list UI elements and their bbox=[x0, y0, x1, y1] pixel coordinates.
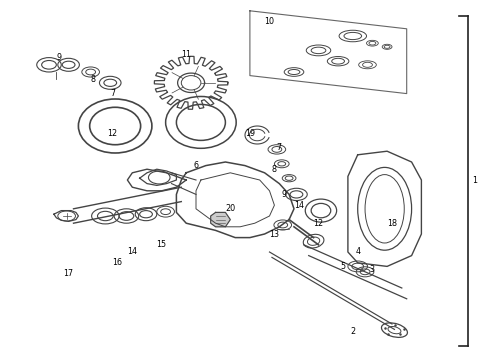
Text: 11: 11 bbox=[181, 50, 191, 59]
Text: 16: 16 bbox=[113, 258, 122, 267]
Text: 9: 9 bbox=[282, 190, 287, 199]
Text: 10: 10 bbox=[265, 17, 274, 26]
Text: 18: 18 bbox=[387, 219, 397, 228]
Text: 7: 7 bbox=[277, 143, 282, 152]
Text: 17: 17 bbox=[64, 269, 74, 278]
Text: 19: 19 bbox=[245, 129, 255, 138]
Text: 5: 5 bbox=[341, 262, 345, 271]
Text: 20: 20 bbox=[225, 204, 235, 213]
Text: 9: 9 bbox=[56, 53, 61, 62]
Text: 12: 12 bbox=[108, 129, 118, 138]
Text: 14: 14 bbox=[127, 248, 137, 256]
Text: 8: 8 bbox=[272, 165, 277, 174]
Text: 14: 14 bbox=[294, 201, 304, 210]
Text: 4: 4 bbox=[355, 248, 360, 256]
Text: 7: 7 bbox=[110, 89, 115, 98]
Text: 8: 8 bbox=[91, 75, 96, 84]
Polygon shape bbox=[211, 212, 230, 227]
Text: 1: 1 bbox=[472, 176, 477, 185]
Text: 12: 12 bbox=[314, 219, 323, 228]
Text: 6: 6 bbox=[194, 161, 198, 170]
Text: 2: 2 bbox=[350, 327, 355, 336]
Text: 3: 3 bbox=[370, 266, 375, 275]
Text: 15: 15 bbox=[157, 240, 167, 249]
Text: 13: 13 bbox=[270, 230, 279, 239]
